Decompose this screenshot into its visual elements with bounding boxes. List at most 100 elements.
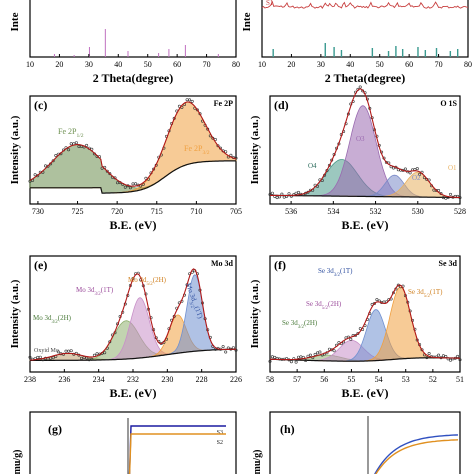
x-tick-label-e: 226	[230, 375, 242, 384]
raw-data-point-e	[221, 345, 225, 349]
raw-data-point-c	[85, 143, 89, 147]
raw-data-point-f	[441, 354, 445, 358]
plot-frame-c	[29, 95, 237, 205]
panel-label-c: (c)	[34, 98, 47, 112]
raw-data-point-c	[134, 182, 138, 186]
x-axis-label-e: B.E. (eV)	[110, 386, 157, 400]
x-tick-label-b: 10	[258, 60, 266, 69]
raw-data-point-e	[69, 349, 73, 353]
panel-title-c: Fe 2P	[214, 99, 233, 108]
x-tick-label-f: 53	[402, 375, 410, 384]
x-tick-label-b: 20	[287, 60, 295, 69]
raw-data-point-e	[36, 355, 40, 359]
raw-data-point-f	[448, 358, 452, 362]
raw-data-point-d	[415, 167, 419, 171]
fit-component-d	[270, 105, 460, 198]
panel-label-h: (h)	[280, 422, 295, 436]
x-tick-label-a: 10	[26, 60, 34, 69]
peak-label-f: Se 3d3/2(1T)	[318, 267, 353, 278]
panel-b: S3S110203040506070802 Theta(degree)Inte	[241, 0, 472, 85]
x-tick-label-d: 536	[285, 207, 297, 216]
x-tick-label-c: 725	[72, 207, 84, 216]
raw-data-point-d	[418, 172, 422, 176]
raw-data-point-e	[67, 349, 71, 353]
x-tick-label-a: 20	[55, 60, 63, 69]
plot-frame-g	[29, 411, 237, 474]
x-tick-label-a: 50	[144, 60, 152, 69]
raw-data-point-f	[313, 352, 317, 356]
x-axis-label-a: 2 Theta(degree)	[93, 71, 174, 85]
x-tick-label-d: 532	[370, 207, 382, 216]
raw-data-point-c	[185, 98, 189, 102]
raw-data-point-d	[296, 190, 300, 194]
x-tick-label-c: 715	[151, 207, 163, 216]
fit-envelope-c	[29, 101, 237, 187]
x-tick-label-a: 80	[232, 60, 240, 69]
x-tick-label-f: 55	[347, 375, 355, 384]
isotherm-S2	[128, 433, 226, 474]
series-label-S3: S3	[217, 430, 223, 436]
panel-title-e: Mo 3d	[211, 259, 234, 268]
raw-data-point-f	[318, 350, 322, 354]
x-tick-label-b: 60	[405, 60, 413, 69]
x-tick-label-a: 40	[114, 60, 122, 69]
background-line-c	[30, 160, 236, 194]
panel-label-f: (f)	[274, 258, 286, 272]
x-tick-label-b: 30	[317, 60, 325, 69]
x-tick-label-a: 70	[203, 60, 211, 69]
raw-data-point-e	[95, 352, 99, 356]
x-tick-label-b: 70	[435, 60, 443, 69]
raw-data-point-c	[224, 150, 228, 154]
series-label-S1: S1	[266, 0, 274, 7]
peak-label-e: Mo 3d5/2(2H)	[128, 276, 167, 287]
raw-data-point-f	[289, 360, 293, 364]
raw-data-point-f	[456, 354, 460, 358]
plot-frame-b	[261, 0, 469, 58]
fit-envelope-e	[30, 268, 236, 361]
raw-data-point-f	[304, 358, 308, 362]
raw-data-point-c	[33, 173, 37, 177]
raw-data-point-d	[270, 191, 274, 195]
x-tick-label-f: 58	[266, 375, 274, 384]
plot-frame-d	[269, 95, 461, 205]
peak-label-f: Se 3d5/2(1T)	[408, 288, 443, 299]
isotherm-S3	[128, 425, 226, 474]
peak-label-d: O4	[308, 162, 317, 170]
x-tick-label-f: 56	[320, 375, 328, 384]
raw-data-point-e	[231, 346, 235, 350]
raw-data-point-e	[51, 356, 55, 360]
raw-data-point-c	[51, 159, 55, 163]
raw-data-point-d	[448, 192, 452, 196]
x-tick-label-f: 57	[293, 375, 301, 384]
panel-label-e: (e)	[34, 258, 47, 272]
y-axis-label-a: Inte	[9, 12, 21, 31]
raw-data-point-e	[28, 355, 32, 359]
x-tick-label-c: 720	[111, 207, 123, 216]
raw-data-point-d	[294, 191, 298, 195]
raw-data-point-f	[294, 360, 298, 364]
raw-data-point-c	[54, 154, 58, 158]
raw-data-point-f	[337, 341, 341, 345]
x-axis-label-b: 2 Theta(degree)	[325, 71, 406, 85]
panel-label-g: (g)	[48, 422, 62, 436]
raw-data-point-c	[46, 164, 50, 168]
raw-data-point-f	[332, 349, 336, 353]
x-tick-label-b: 80	[464, 60, 472, 69]
xrd-pattern-S1	[261, 0, 469, 9]
y-axis-label-g: mu/g)	[12, 450, 23, 474]
peak-label-f: Se 3d3/2(2H)	[282, 319, 318, 330]
x-axis-label-d: B.E. (eV)	[342, 218, 389, 232]
x-tick-label-e: 230	[161, 375, 173, 384]
raw-data-point-f	[296, 355, 300, 359]
raw-data-point-f	[356, 331, 360, 335]
series-label-S2: S2	[217, 440, 223, 446]
raw-data-point-d	[408, 171, 412, 175]
panel-f: 58 57 56 55 54 53 52 51 B.E. (eV) Intensity (a.u.…	[249, 255, 464, 400]
x-tick-label-a: 30	[85, 60, 93, 69]
raw-data-point-c	[216, 144, 220, 148]
raw-data-point-d	[287, 192, 291, 196]
background-line-e	[30, 348, 236, 361]
raw-data-point-f	[308, 353, 312, 357]
panel-h: (h) mu/g)	[252, 411, 461, 474]
